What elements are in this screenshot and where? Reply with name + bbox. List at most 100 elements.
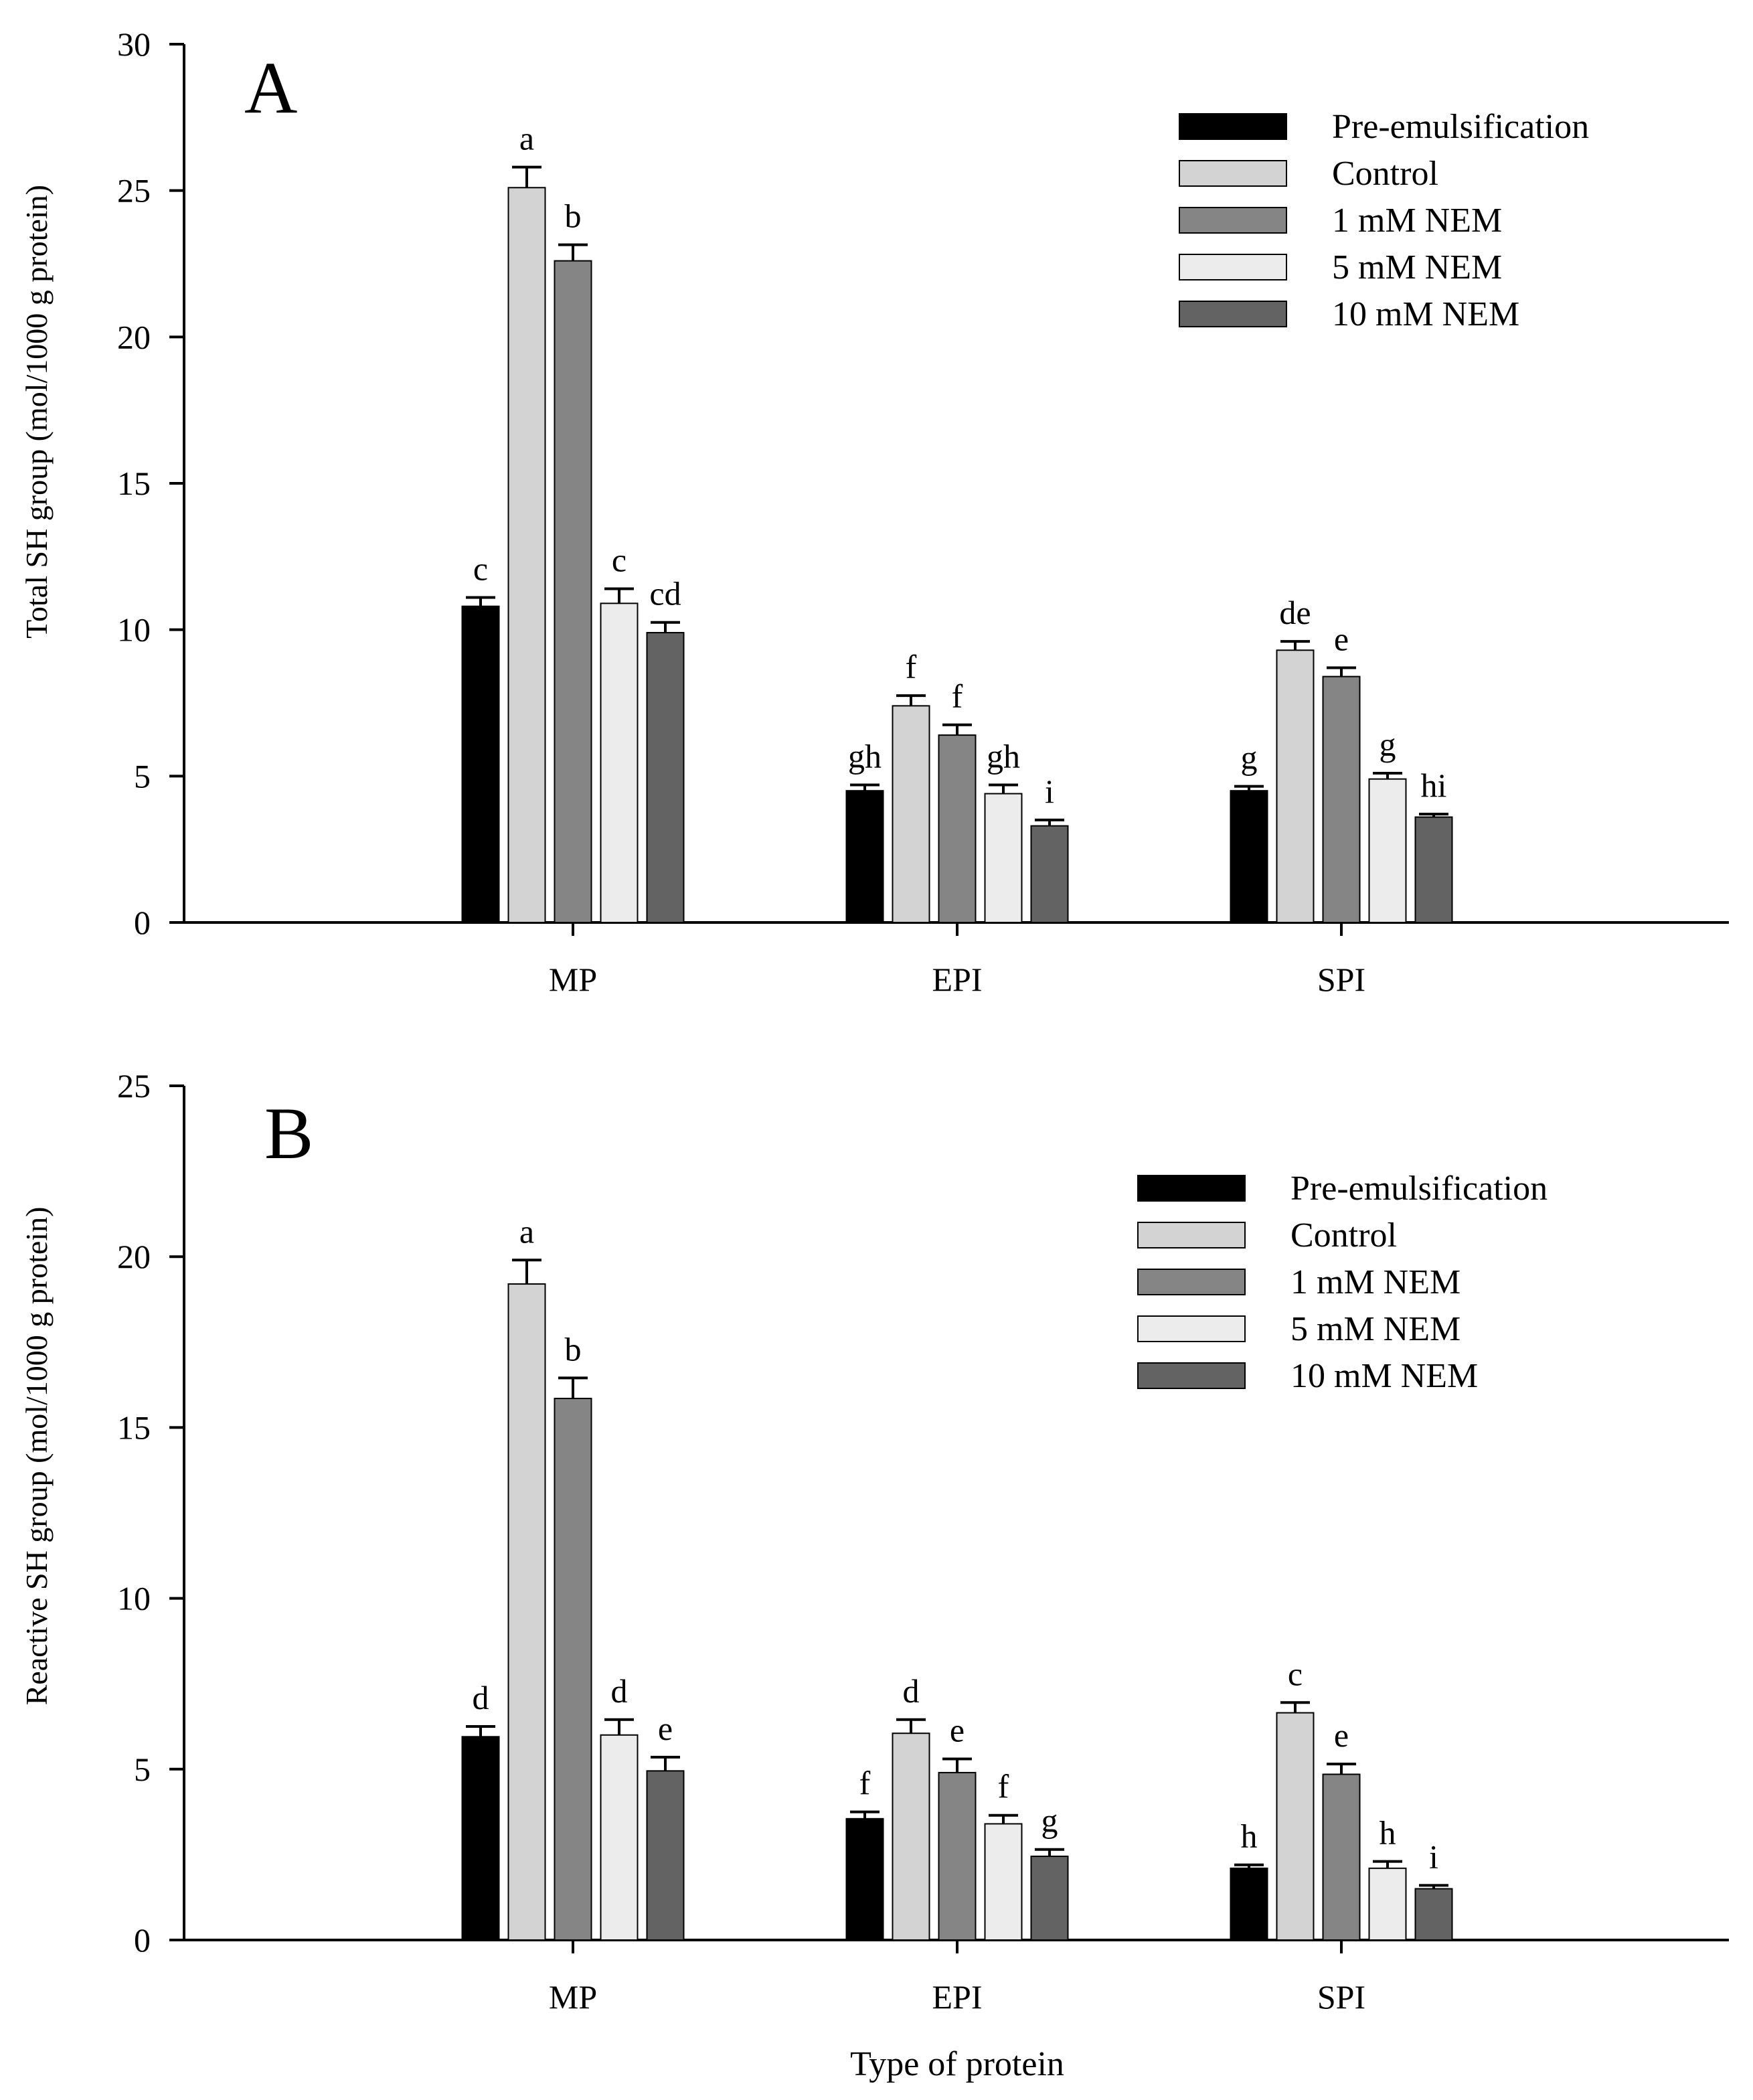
- bar-epi-4: [1030, 825, 1069, 924]
- bar-spi-2: [1322, 1773, 1361, 1941]
- panel-a-y-axis-label: Total SH group (mol/1000 g protein): [19, 185, 54, 639]
- y-tick-label: 0: [134, 1921, 151, 1959]
- panel-a-letter: A: [244, 47, 297, 129]
- y-tick-label: 5: [134, 1751, 151, 1788]
- legend-swatch: [1179, 301, 1287, 327]
- bar-spi-3: [1368, 778, 1407, 923]
- legend-swatch: [1137, 1315, 1246, 1342]
- bar-mp-2: [554, 260, 592, 924]
- significance-letter: f: [859, 1765, 871, 1802]
- bar-spi-1: [1276, 1712, 1315, 1941]
- legend-swatch: [1179, 160, 1287, 187]
- legend-swatch: [1137, 1175, 1246, 1202]
- bar-mp-4: [646, 1770, 685, 1941]
- bar-spi-2: [1322, 675, 1361, 923]
- legend-swatch: [1137, 1222, 1246, 1248]
- significance-letter: hi: [1421, 766, 1447, 804]
- bar-spi-0: [1230, 790, 1268, 923]
- significance-letter: e: [658, 1710, 673, 1747]
- significance-letter: g: [1241, 739, 1258, 777]
- significance-letter: e: [1334, 621, 1349, 658]
- panel-b-chart: B Reactive SH group (mol/1000 g protein)…: [19, 1067, 1729, 2083]
- panel-a-chart: A Total SH group (mol/1000 g protein) 0 5…: [19, 25, 1729, 998]
- significance-letter: c: [1288, 1655, 1303, 1692]
- bar-spi-4: [1414, 816, 1453, 924]
- y-tick-label: 25: [117, 172, 151, 210]
- significance-letter: a: [519, 120, 534, 157]
- significance-letter: b: [565, 197, 582, 235]
- bar-epi-4: [1030, 1855, 1069, 1941]
- x-tick-label-spi: SPI: [1317, 961, 1365, 998]
- legend-swatch: [1179, 254, 1287, 280]
- legend-label: Pre-emulsification: [1290, 1169, 1548, 1208]
- y-tick-label: 15: [117, 465, 151, 502]
- legend-swatch: [1179, 207, 1287, 234]
- significance-letter: gh: [987, 737, 1020, 775]
- bar-mp-3: [600, 602, 639, 923]
- legend-label: 10 mM NEM: [1332, 295, 1519, 333]
- x-tick-label-mp: MP: [549, 1978, 597, 2016]
- panel-b-letter: B: [264, 1093, 313, 1174]
- significance-letter: c: [473, 550, 488, 588]
- significance-letter: f: [998, 1768, 1009, 1805]
- significance-letter: d: [473, 1679, 489, 1716]
- bar-mp-3: [600, 1734, 639, 1941]
- significance-letter: c: [612, 541, 627, 578]
- y-tick-label: 20: [117, 1238, 151, 1275]
- legend-label: Pre-emulsification: [1332, 108, 1589, 146]
- bar-epi-3: [984, 793, 1023, 924]
- y-tick-label: 10: [117, 611, 151, 649]
- significance-letter: h: [1380, 1814, 1396, 1852]
- significance-letter: g: [1041, 1802, 1058, 1840]
- legend-label: 1 mM NEM: [1290, 1263, 1460, 1301]
- y-tick-label: 15: [117, 1408, 151, 1446]
- legend-label: Control: [1290, 1216, 1397, 1255]
- significance-letter: b: [565, 1330, 582, 1368]
- bar-mp-2: [554, 1398, 592, 1941]
- y-tick-label: 0: [134, 904, 151, 941]
- bar-epi-0: [845, 790, 884, 923]
- legend-swatch: [1179, 113, 1287, 140]
- panel-b-axes: 0 5 10 15 20 25 MP EPI SPI: [117, 1067, 1729, 2016]
- bar-mp-1: [507, 1283, 546, 1941]
- bar-epi-1: [892, 1732, 930, 1941]
- significance-letter: e: [950, 1711, 965, 1749]
- bar-spi-3: [1368, 1867, 1407, 1941]
- panel-b-legend: Pre-emulsification Control 1 mM NEM 5 mM NE…: [1137, 1169, 1548, 1395]
- y-tick-label: 25: [117, 1067, 151, 1105]
- significance-letter: g: [1380, 726, 1396, 763]
- x-axis-title: Type of protein: [850, 2045, 1064, 2083]
- legend-label: Control: [1332, 155, 1438, 193]
- significance-letter: i: [1429, 1838, 1438, 1875]
- x-tick-label-spi: SPI: [1317, 1978, 1365, 2016]
- x-tick-label-mp: MP: [549, 961, 597, 998]
- y-tick-label: 20: [117, 318, 151, 355]
- x-tick-label-epi: EPI: [932, 1978, 983, 2016]
- significance-letter: de: [1279, 594, 1311, 631]
- significance-letter: e: [1334, 1716, 1349, 1754]
- significance-letter: h: [1241, 1818, 1258, 1855]
- bar-spi-1: [1276, 649, 1315, 924]
- bar-epi-2: [938, 734, 977, 924]
- bar-spi-4: [1414, 1888, 1453, 1941]
- bar-mp-0: [461, 1736, 500, 1941]
- y-tick-label: 5: [134, 757, 151, 795]
- panel-a-legend: Pre-emulsification Control 1 mM NEM 5 mM NE…: [1179, 108, 1589, 333]
- legend-label: 10 mM NEM: [1290, 1357, 1478, 1395]
- significance-letter: d: [611, 1672, 628, 1710]
- legend-label: 5 mM NEM: [1332, 248, 1502, 287]
- bar-spi-0: [1230, 1867, 1268, 1941]
- legend-swatch: [1137, 1269, 1246, 1295]
- significance-letter: cd: [649, 575, 681, 613]
- panel-a-axes: 0 5 10 15 20 25 30 MP EPI SPI: [117, 25, 1729, 998]
- bar-mp-1: [507, 187, 546, 923]
- bar-mp-0: [461, 605, 500, 923]
- significance-letter: a: [519, 1212, 534, 1250]
- legend-label: 1 mM NEM: [1332, 201, 1502, 240]
- bar-epi-2: [938, 1771, 977, 1941]
- significance-letter: gh: [848, 737, 882, 775]
- legend-label: 5 mM NEM: [1290, 1310, 1460, 1348]
- bar-epi-3: [984, 1823, 1023, 1941]
